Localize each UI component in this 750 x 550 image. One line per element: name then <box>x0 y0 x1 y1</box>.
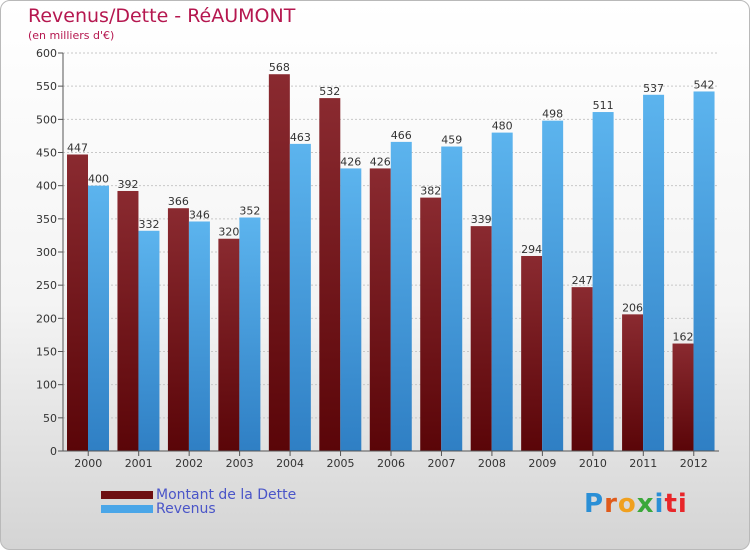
data-label-dette: 532 <box>319 85 340 98</box>
x-tick-label: 2006 <box>377 457 405 470</box>
y-tick-label: 600 <box>36 47 57 60</box>
data-label-dette: 247 <box>572 274 593 287</box>
data-label-revenus: 352 <box>239 205 260 218</box>
bar-dette <box>117 190 139 451</box>
bar-revenus <box>542 120 564 451</box>
data-label-dette: 162 <box>673 331 694 344</box>
data-label-dette: 382 <box>420 185 441 198</box>
bar-revenus <box>693 91 715 452</box>
x-tick-label: 2007 <box>427 457 455 470</box>
bar-dette <box>470 226 492 451</box>
x-tick-label: 2000 <box>74 457 102 470</box>
bar-revenus <box>188 221 210 451</box>
y-tick-label: 200 <box>36 312 57 325</box>
x-tick-label: 2003 <box>226 457 254 470</box>
data-label-revenus: 466 <box>391 129 412 142</box>
bar-revenus <box>643 94 665 451</box>
y-tick-label: 300 <box>36 246 57 259</box>
data-label-revenus: 480 <box>492 120 513 133</box>
data-label-revenus: 537 <box>643 82 664 95</box>
proxiti-logo: Proxiti <box>584 489 688 519</box>
bar-revenus <box>592 112 614 451</box>
data-label-revenus: 463 <box>290 131 311 144</box>
legend-swatch-dette <box>101 491 153 499</box>
bar-revenus <box>138 230 160 451</box>
data-label-dette: 366 <box>168 195 189 208</box>
bar-dette <box>268 74 290 451</box>
x-tick-label: 2010 <box>579 457 607 470</box>
bar-dette <box>571 287 593 451</box>
bar-revenus <box>88 185 109 451</box>
bar-revenus <box>340 168 362 452</box>
bar-revenus <box>289 143 311 452</box>
y-tick-label: 100 <box>36 379 57 392</box>
data-label-revenus: 346 <box>189 208 210 221</box>
bar-revenus <box>239 217 261 451</box>
data-label-revenus: 498 <box>542 108 563 121</box>
bar-dette <box>218 238 240 451</box>
bar-dette <box>369 168 391 452</box>
y-tick-label: 350 <box>36 213 57 226</box>
x-tick-label: 2004 <box>276 457 304 470</box>
bar-dette <box>167 208 189 451</box>
y-tick-label: 550 <box>36 80 57 93</box>
data-label-dette: 206 <box>622 301 643 314</box>
data-label-dette: 339 <box>471 213 492 226</box>
data-label-revenus: 426 <box>340 155 361 168</box>
data-label-dette: 392 <box>117 178 138 191</box>
bar-dette <box>67 154 88 452</box>
legend-label-dette: Montant de la Dette <box>156 487 297 503</box>
bar-revenus <box>441 146 463 451</box>
data-label-revenus: 511 <box>593 99 614 112</box>
data-label-dette: 568 <box>269 61 290 74</box>
bar-dette <box>319 98 341 452</box>
y-tick-label: 0 <box>50 445 57 458</box>
x-tick-label: 2002 <box>175 457 203 470</box>
bar-dette <box>521 255 543 451</box>
y-tick-label: 500 <box>36 113 57 126</box>
y-tick-label: 250 <box>36 279 57 292</box>
chart-subtitle: (en milliers d'€) <box>28 29 115 42</box>
data-label-revenus: 542 <box>694 78 715 91</box>
data-label-dette: 320 <box>218 226 239 239</box>
data-label-revenus: 400 <box>88 173 109 186</box>
y-tick-label: 50 <box>43 412 57 425</box>
bar-revenus <box>390 141 412 452</box>
bar-dette <box>672 343 694 451</box>
x-tick-label: 2001 <box>125 457 153 470</box>
data-label-dette: 294 <box>521 243 542 256</box>
bar-dette <box>420 197 442 451</box>
legend-swatch-revenus <box>101 505 153 513</box>
x-tick-label: 2012 <box>680 457 708 470</box>
y-tick-label: 150 <box>36 346 57 359</box>
data-label-revenus: 332 <box>138 218 159 231</box>
x-tick-label: 2011 <box>629 457 657 470</box>
chart-title: Revenus/Dette - RéAUMONT <box>28 5 296 27</box>
y-tick-label: 450 <box>36 147 57 160</box>
x-tick-label: 2008 <box>478 457 506 470</box>
data-label-dette: 447 <box>67 141 88 154</box>
bar-dette <box>622 314 644 451</box>
data-label-revenus: 459 <box>441 134 462 147</box>
bar-revenus <box>491 132 513 451</box>
legend-label-revenus: Revenus <box>156 501 216 517</box>
y-tick-label: 400 <box>36 180 57 193</box>
data-label-dette: 426 <box>370 155 391 168</box>
x-tick-label: 2005 <box>327 457 355 470</box>
x-tick-label: 2009 <box>528 457 556 470</box>
